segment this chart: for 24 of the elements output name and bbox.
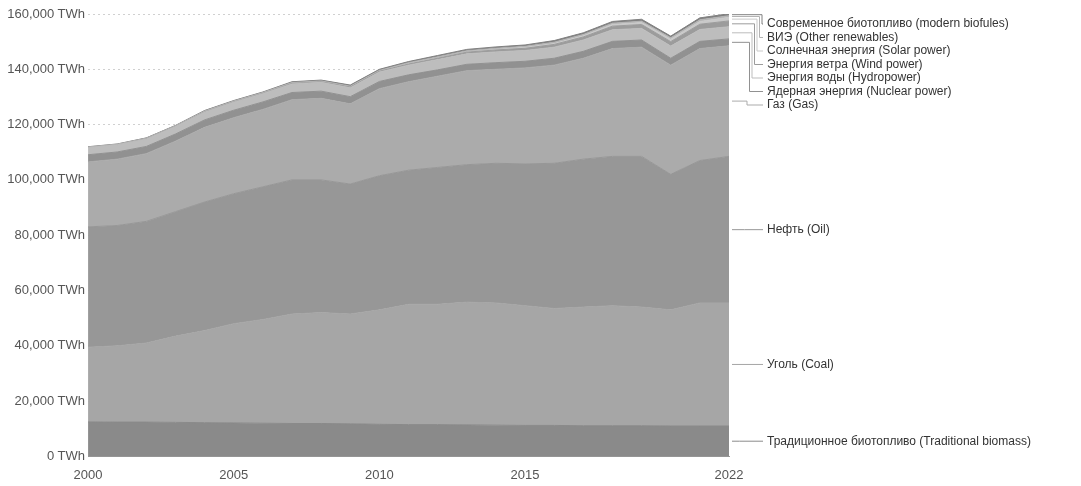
y-tick-label: 160,000 TWh bbox=[7, 5, 86, 21]
y-tick-label: 100,000 TWh bbox=[7, 171, 86, 187]
y-tick-label: 60,000 TWh bbox=[14, 282, 86, 298]
x-tick-label: 2000 bbox=[73, 466, 103, 482]
legend-label: Уголь (Coal) bbox=[767, 356, 834, 371]
text: ВИЭ (Other renewables) bbox=[767, 29, 899, 44]
text: Энергия ветра (Wind power) bbox=[767, 56, 923, 71]
y-tick-label: 40,000 TWh bbox=[14, 337, 86, 353]
y-tick-label: 140,000 TWh bbox=[7, 60, 86, 76]
x-tick-label: 2005 bbox=[219, 466, 249, 482]
text: Солнечная энергия (Solar power) bbox=[767, 43, 951, 58]
x-tick-label: 2022 bbox=[714, 466, 744, 482]
text: Ядерная энергия (Nuclear power) bbox=[767, 83, 952, 98]
legend-label: Современное биотопливо (modern biofules) bbox=[767, 16, 1009, 31]
y-tick-label: 80,000 TWh bbox=[14, 226, 86, 242]
y-tick-label: 0 TWh bbox=[46, 447, 86, 463]
x-tick-label: 2010 bbox=[364, 466, 394, 482]
legend-label: Традиционное биотопливо (Traditional biomass) bbox=[767, 433, 1031, 448]
text: Энергия воды (Hydropower) bbox=[767, 70, 921, 85]
y-tick-label: 120,000 TWh bbox=[7, 116, 86, 132]
x-tick-label: 2015 bbox=[510, 466, 540, 482]
y-tick-label: 20,000 TWh bbox=[14, 392, 86, 408]
legend-label: Газ (Gas) bbox=[767, 97, 819, 112]
legend-label: Нефть (Oil) bbox=[767, 221, 830, 236]
